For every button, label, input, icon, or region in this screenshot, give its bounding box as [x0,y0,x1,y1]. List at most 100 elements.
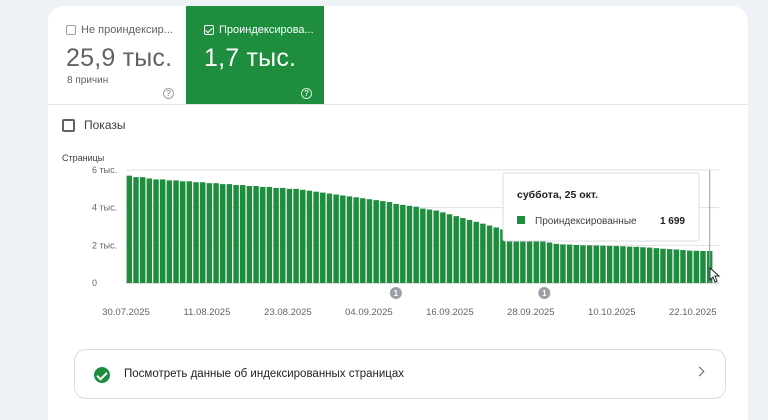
bar-12 [206,183,213,283]
indexed-count: 1,7 тыс. [204,44,297,72]
bar-40 [393,203,399,283]
bar-53 [480,223,486,283]
bar-6 [166,180,173,283]
indexed-checkbox[interactable] [204,25,214,35]
bar-63 [546,242,553,283]
bar-41 [400,204,406,283]
bar-38 [380,201,386,283]
bar-62 [540,240,546,283]
help-icon[interactable]: ? [163,88,174,99]
annotation-marker-0 [389,287,402,299]
bar-4 [153,179,159,283]
index-coverage-card: Не проиндексир... 25,9 тыс. 8 причин ? П… [48,6,748,420]
y-tick-label-2: 4 тыс. [92,203,117,213]
x-tick-label-7: 22.10.2025 [669,307,717,318]
bar-73 [613,246,620,283]
bar-82 [673,249,680,283]
tooltip-series-name: Проиндексированные [535,216,637,227]
x-tick-label-5: 28.09.2025 [507,307,555,318]
tooltip-value: 1 699 [660,216,685,227]
bar-50 [460,218,466,283]
bar-61 [533,238,539,283]
bar-13 [213,183,219,283]
bar-45 [426,209,433,283]
not-indexed-count: 25,9 тыс. [66,44,173,72]
not-indexed-checkbox[interactable] [66,25,76,35]
chart-tooltip: суббота, 25 окт. Проиндексированные 1 69… [502,170,711,283]
divider [48,104,748,105]
bar-7 [173,180,179,283]
y-tick-label-1: 2 тыс. [92,240,117,250]
bar-30 [326,193,333,283]
bar-72 [606,245,613,283]
impressions-toggle[interactable]: Показы [62,118,125,132]
bar-11 [199,182,206,283]
bar-46 [433,210,439,283]
bar-14 [219,184,226,283]
tile-not-indexed[interactable]: Не проиндексир... 25,9 тыс. 8 причин ? [48,6,186,104]
bar-60 [526,236,533,283]
bar-71 [600,245,606,283]
bar-9 [186,181,193,283]
bar-31 [333,194,339,283]
bar-75 [626,246,633,283]
bar-42 [406,205,413,283]
tile-indexed-header[interactable]: Проиндексирова... [204,24,318,36]
bar-55 [493,227,499,283]
bar-81 [666,249,673,283]
tile-indexed[interactable]: Проиндексирова... 1,7 тыс. ? [186,6,324,104]
chevron-right-icon [694,366,705,377]
bar-86 [700,250,706,283]
y-axis-label: Страницы [62,153,104,163]
bar-83 [680,250,686,283]
bar-54 [486,225,493,283]
bar-58 [513,233,519,283]
x-tick-label-3: 04.09.2025 [345,307,393,318]
bar-78 [646,247,653,283]
bar-37 [373,200,379,283]
indexed-pages-chart: Страницы 0 2 тыс. 4 тыс. 6 тыс. 30.07.2025 1… [62,153,721,318]
bar-43 [413,206,419,283]
bar-36 [366,199,373,283]
bar-35 [360,198,366,283]
bar-66 [566,244,573,283]
bar-77 [640,247,646,283]
view-indexed-pages-link[interactable]: Посмотреть данные об индексированных стр… [74,349,726,399]
not-indexed-label: Не проиндексир... [81,24,173,36]
bar-70 [593,245,600,283]
tooltip-series-swatch [517,216,525,224]
bar-0 [126,175,133,283]
help-icon[interactable]: ? [301,88,312,99]
bar-2 [139,177,146,283]
bar-49 [453,216,459,283]
bar-34 [353,197,359,283]
view-indexed-pages-text: Посмотреть данные об индексированных стр… [124,368,405,380]
annotation-marker-1 [538,287,551,299]
x-tick-label-4: 16.09.2025 [426,307,474,318]
impressions-checkbox[interactable] [62,118,75,132]
tile-not-indexed-header[interactable]: Не проиндексир... [66,24,180,36]
bar-48 [446,214,453,283]
bar-79 [653,248,660,283]
impressions-label: Показы [84,118,126,132]
y-tick-label-0: 0 [92,278,97,288]
bar-51 [466,219,473,283]
check-circle-icon [94,367,110,383]
bar-27 [306,190,313,283]
bar-19 [253,186,259,283]
bar-10 [193,182,199,283]
bar-76 [633,246,640,283]
bar-1 [133,177,139,283]
x-tick-label-1: 11.08.2025 [184,307,231,318]
bar-67 [573,244,579,283]
bar-47 [440,212,446,283]
indexed-label: Проиндексирова... [219,24,314,36]
y-tick-label-3: 6 тыс. [92,165,117,175]
bar-44 [420,208,426,283]
tooltip-box [502,172,700,242]
bar-84 [686,250,693,283]
bar-18 [246,186,253,283]
bar-39 [386,202,393,283]
bar-52 [473,221,479,283]
bar-33 [346,196,353,283]
